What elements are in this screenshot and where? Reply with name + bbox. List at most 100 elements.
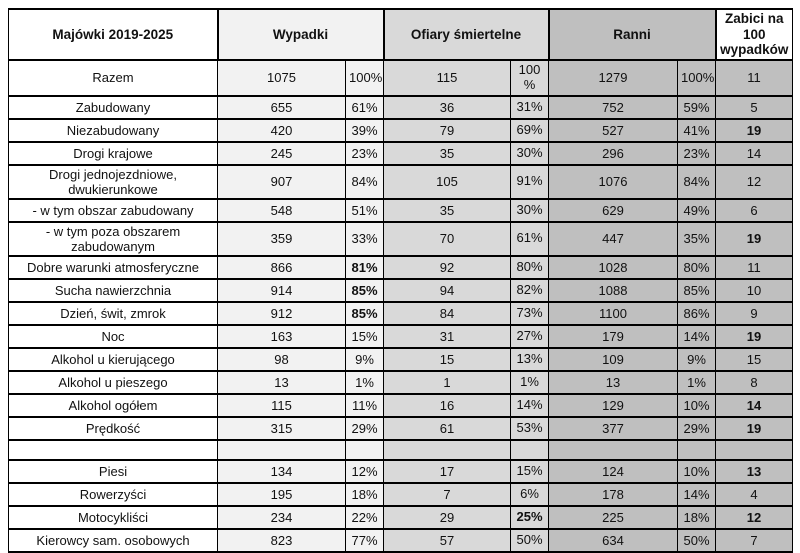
ofiary-percent: 91% [510, 163, 550, 200]
table-row: Alkohol u kierującego 98 9% 15 13% 109 9% 15 [8, 346, 794, 372]
zabici-per-100-value: 9 [715, 300, 794, 326]
ranni-percent: 84% [677, 163, 717, 200]
wypadki-percent: 85% [344, 277, 385, 303]
ofiary-percent: 31% [510, 94, 550, 120]
ranni-percent: 59% [677, 94, 717, 120]
page: Majówki 2019-2025 Wypadki Ofiary śmierte… [8, 8, 794, 553]
ofiary-percent: 25% [510, 504, 550, 530]
table-row: Razem 1075 100% 115 100 % 1279 100% 11 [8, 58, 794, 97]
zabici-per-100-value: 15 [715, 346, 794, 372]
wypadki-value: 13 [217, 369, 346, 395]
wypadki-value: 866 [217, 254, 346, 280]
ofiary-value: 16 [383, 392, 512, 418]
wypadki-percent: 22% [344, 504, 385, 530]
wypadki-value: 548 [217, 197, 346, 223]
zabici-per-100-value: 14 [715, 140, 794, 166]
ranni-percent: 49% [677, 197, 717, 223]
ofiary-value: 35 [383, 140, 512, 166]
ranni-value [548, 438, 679, 461]
zabici-per-100-value: 12 [715, 504, 794, 530]
ranni-percent: 35% [677, 220, 717, 257]
table-row: Sucha nawierzchnia 914 85% 94 82% 1088 85% 10 [8, 277, 794, 303]
ofiary-percent: 69% [510, 117, 550, 143]
ranni-value: 225 [548, 504, 679, 530]
zabici-per-100-value: 6 [715, 197, 794, 223]
ofiary-percent: 1% [510, 369, 550, 395]
wypadki-percent: 11% [344, 392, 385, 418]
ofiary-percent: 82% [510, 277, 550, 303]
ofiary-value: 17 [383, 458, 512, 484]
row-label: Piesi [8, 458, 218, 484]
row-label: Zabudowany [8, 94, 218, 120]
header-wypadki: Wypadki [216, 8, 385, 61]
ranni-value: 527 [548, 117, 679, 143]
ofiary-value: 15 [383, 346, 512, 372]
wypadki-value [217, 438, 346, 461]
zabici-per-100-value: 5 [715, 94, 794, 120]
zabici-per-100-value: 19 [715, 415, 794, 441]
wypadki-percent: 39% [344, 117, 385, 143]
ranni-value: 1076 [548, 163, 679, 200]
zabici-per-100-value: 8 [715, 369, 794, 395]
wypadki-percent: 23% [344, 140, 385, 166]
row-label [8, 438, 218, 461]
header-title: Majówki 2019-2025 [8, 8, 218, 61]
ranni-value: 447 [548, 220, 679, 257]
ofiary-percent: 27% [510, 323, 550, 349]
ofiary-value [383, 438, 512, 461]
ofiary-value: 115 [383, 58, 512, 97]
table-row: Drogi krajowe 245 23% 35 30% 296 23% 14 [8, 140, 794, 166]
zabici-per-100-value [715, 438, 794, 461]
ranni-value: 179 [548, 323, 679, 349]
row-label: Alkohol u kierującego [8, 346, 218, 372]
wypadki-value: 245 [217, 140, 346, 166]
wypadki-value: 1075 [217, 58, 346, 97]
ranni-value: 109 [548, 346, 679, 372]
ranni-percent: 14% [677, 323, 717, 349]
ranni-value: 1088 [548, 277, 679, 303]
ofiary-value: 35 [383, 197, 512, 223]
wypadki-value: 914 [217, 277, 346, 303]
ofiary-value: 57 [383, 527, 512, 553]
zabici-per-100-value: 11 [715, 254, 794, 280]
ranni-percent: 14% [677, 481, 717, 507]
ofiary-value: 84 [383, 300, 512, 326]
table-row: Zabudowany 655 61% 36 31% 752 59% 5 [8, 94, 794, 120]
wypadki-percent: 33% [344, 220, 385, 257]
ranni-value: 13 [548, 369, 679, 395]
ofiary-percent: 53% [510, 415, 550, 441]
ranni-percent: 100% [677, 58, 717, 97]
spacer-row [8, 438, 794, 461]
wypadki-value: 907 [217, 163, 346, 200]
ofiary-value: 94 [383, 277, 512, 303]
ranni-percent: 86% [677, 300, 717, 326]
ranni-value: 629 [548, 197, 679, 223]
table-row: - w tym poza obszarem zabudowanym 359 33% 7… [8, 220, 794, 257]
wypadki-percent: 15% [344, 323, 385, 349]
row-label: Sucha nawierzchnia [8, 277, 218, 303]
wypadki-percent: 81% [344, 254, 385, 280]
table-row: Kierowcy sam. osobowych 823 77% 57 50% 634 50%… [8, 527, 794, 553]
wypadki-value: 912 [217, 300, 346, 326]
ofiary-value: 70 [383, 220, 512, 257]
wypadki-percent: 18% [344, 481, 385, 507]
row-label: - w tym obszar zabudowany [8, 197, 218, 223]
ofiary-percent: 6% [510, 481, 550, 507]
ranni-value: 178 [548, 481, 679, 507]
wypadki-percent: 1% [344, 369, 385, 395]
row-label: - w tym poza obszarem zabudowanym [8, 220, 218, 257]
header-ofiary-smiertelne: Ofiary śmiertelne [382, 8, 550, 61]
ofiary-value: 79 [383, 117, 512, 143]
zabici-per-100-value: 11 [715, 58, 794, 97]
table-row: Prędkość 315 29% 61 53% 377 29% 19 [8, 415, 794, 441]
table-row: Niezabudowany 420 39% 79 69% 527 41% 19 [8, 117, 794, 143]
ranni-value: 1100 [548, 300, 679, 326]
wypadki-percent: 100% [344, 58, 385, 97]
row-label: Niezabudowany [8, 117, 218, 143]
table-row: Alkohol u pieszego 13 1% 1 1% 13 1% 8 [8, 369, 794, 395]
ranni-value: 634 [548, 527, 679, 553]
header-zabici-na-100: Zabici na 100 wypadków [714, 8, 794, 61]
ranni-value: 752 [548, 94, 679, 120]
wypadki-percent: 77% [344, 527, 385, 553]
table-row: Piesi 134 12% 17 15% 124 10% 13 [8, 458, 794, 484]
